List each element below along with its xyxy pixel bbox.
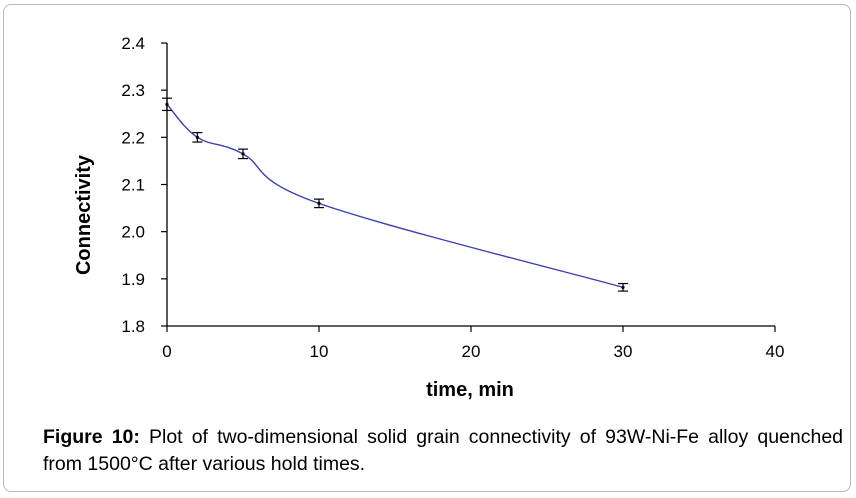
y-axis-label: Connectivity (73, 154, 95, 275)
y-tick-label: 2.4 (121, 34, 145, 53)
data-point (317, 201, 321, 205)
data-point (621, 285, 625, 289)
x-tick-label: 10 (310, 342, 329, 361)
figure-caption: Figure 10: Plot of two-dimensional solid… (43, 424, 843, 478)
x-tick-label: 20 (462, 342, 481, 361)
y-tick-label: 1.8 (121, 317, 145, 336)
data-point (241, 152, 245, 156)
chart-marks (162, 97, 628, 292)
x-tick-label: 30 (614, 342, 633, 361)
y-tick-label: 2.2 (121, 128, 145, 147)
x-axis-label: time, min (426, 379, 514, 401)
chart-ticks: 1.8 1.9 2.0 2.1 2.2 2.3 2.4 0 10 20 30 40 (121, 34, 784, 361)
series-line (166, 103, 624, 288)
y-tick-label: 2.0 (121, 223, 145, 242)
x-tick-label: 0 (162, 342, 171, 361)
y-tick-label: 2.1 (121, 176, 145, 195)
caption-text: Plot of two-dimensional solid grain conn… (43, 426, 844, 475)
caption-label: Figure 10: (43, 426, 140, 448)
data-point (195, 135, 199, 139)
figure-frame (3, 4, 851, 492)
connectivity-chart: 1.8 1.9 2.0 2.1 2.2 2.3 2.4 0 10 20 30 40 time, min… (73, 34, 784, 401)
x-tick-label: 40 (766, 342, 785, 361)
y-tick-label: 2.3 (121, 81, 145, 100)
data-point (165, 102, 169, 106)
y-tick-label: 1.9 (121, 270, 145, 289)
chart-axes (166, 43, 775, 327)
